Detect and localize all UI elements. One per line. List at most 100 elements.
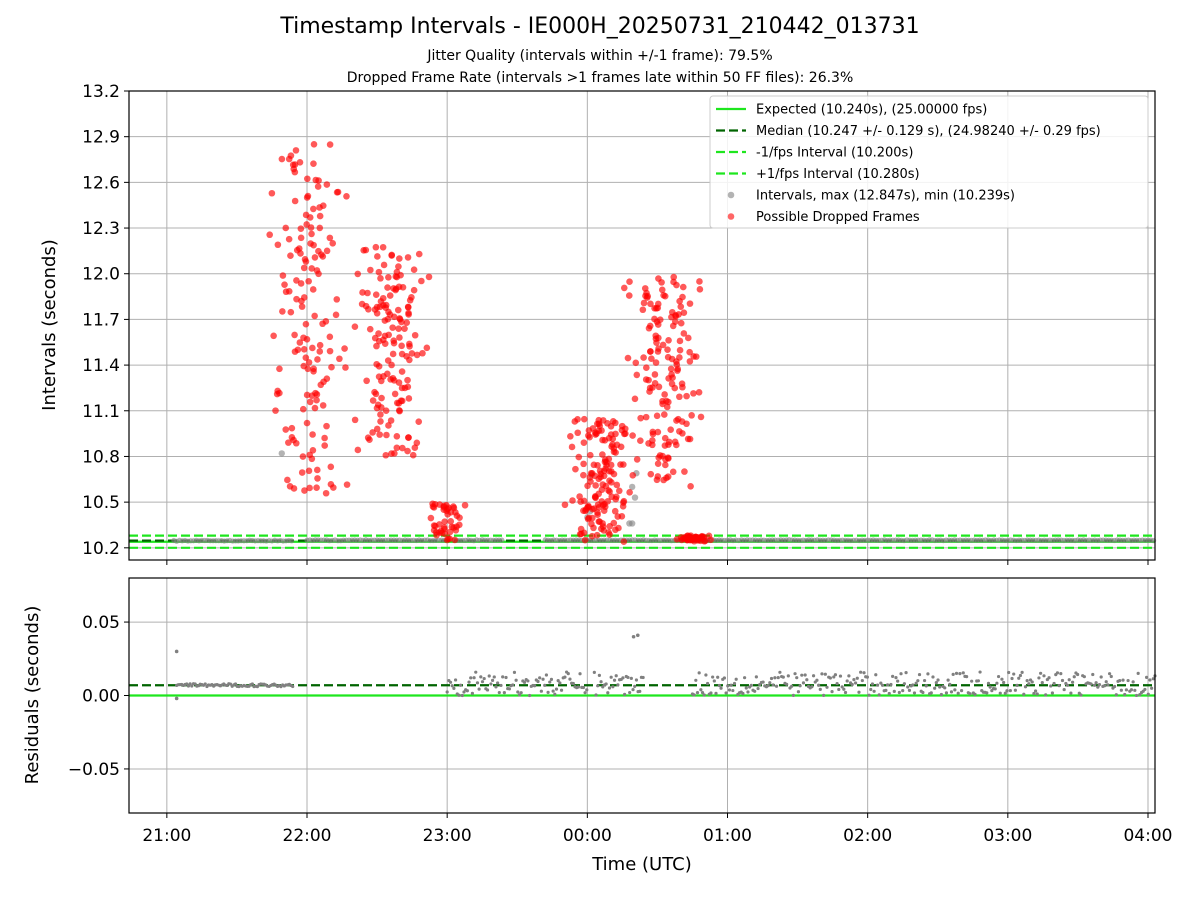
dropped-frame-point bbox=[274, 387, 281, 395]
residual-point bbox=[922, 678, 927, 683]
dropped-frame-point bbox=[293, 246, 301, 254]
residual-point bbox=[546, 690, 550, 694]
dropped-frame-point bbox=[387, 417, 395, 424]
interval-point bbox=[628, 483, 636, 491]
residual-point bbox=[847, 674, 851, 678]
dropped-frame-point bbox=[649, 441, 656, 449]
residual-point bbox=[872, 689, 876, 693]
dropped-frame-point bbox=[419, 349, 426, 357]
residual-point bbox=[626, 675, 630, 680]
dropped-frame-point bbox=[415, 250, 423, 258]
residual-point bbox=[959, 689, 964, 693]
residual-point bbox=[793, 672, 797, 676]
interval-point bbox=[278, 450, 285, 457]
residual-point bbox=[494, 685, 498, 689]
legend-entry-label: -1/fps Interval (10.200s) bbox=[756, 146, 913, 161]
dropped-frame-point bbox=[333, 296, 341, 303]
dropped-frame-point bbox=[661, 434, 669, 442]
residual-point bbox=[1059, 672, 1063, 676]
dropped-frame-point bbox=[688, 412, 695, 419]
dropped-frame-point bbox=[296, 159, 304, 166]
dropped-frame-point bbox=[654, 460, 662, 467]
dropped-frame-point bbox=[342, 364, 349, 371]
dropped-frame-point bbox=[574, 416, 581, 423]
residual-point bbox=[583, 691, 587, 695]
residual-point bbox=[1002, 680, 1006, 685]
dropped-frame-point bbox=[369, 429, 376, 436]
dropped-frame-point bbox=[358, 300, 366, 308]
residual-point bbox=[781, 675, 785, 679]
residual-point bbox=[452, 686, 456, 690]
dropped-frame-point bbox=[285, 155, 293, 163]
residual-point bbox=[716, 675, 720, 679]
residual-point bbox=[507, 687, 512, 691]
residual-point bbox=[1040, 680, 1044, 685]
residual-point bbox=[958, 672, 962, 676]
residual-point bbox=[1119, 688, 1123, 692]
residual-point bbox=[769, 676, 774, 681]
residual-point bbox=[1126, 678, 1130, 683]
residual-point bbox=[445, 690, 449, 694]
residual-point bbox=[892, 689, 896, 693]
residual-point bbox=[614, 674, 618, 678]
residual-point bbox=[1018, 673, 1023, 678]
residual-point bbox=[869, 687, 873, 692]
residual-point bbox=[906, 685, 910, 689]
dropped-frame-point bbox=[373, 360, 380, 368]
dropped-frame-point bbox=[592, 482, 599, 489]
residual-point bbox=[1005, 689, 1009, 693]
residual-point bbox=[548, 680, 552, 684]
residual-point bbox=[489, 682, 493, 686]
residual-point bbox=[1150, 686, 1154, 690]
dropped-frame-point bbox=[461, 501, 469, 509]
dropped-frame-point bbox=[299, 453, 307, 460]
dropped-frame-point bbox=[405, 434, 412, 441]
interval-point bbox=[631, 494, 639, 501]
residual-point bbox=[695, 691, 700, 695]
dropped-frame-point bbox=[686, 300, 694, 307]
dropped-frame-point bbox=[390, 337, 398, 344]
residual-point bbox=[1109, 674, 1113, 679]
dropped-frame-point bbox=[393, 444, 401, 452]
residual-point bbox=[585, 688, 589, 692]
dropped-frame-point bbox=[673, 441, 680, 449]
residual-point bbox=[1106, 683, 1110, 687]
residual-point bbox=[1136, 671, 1140, 675]
residual-point bbox=[978, 670, 982, 674]
residual-point bbox=[1107, 672, 1112, 676]
residual-point bbox=[448, 680, 453, 684]
residual-point bbox=[845, 679, 849, 683]
bottom-y-axis-label: Residuals (seconds) bbox=[22, 606, 43, 785]
residual-point bbox=[825, 685, 829, 689]
dropped-frame-point bbox=[398, 342, 405, 350]
residual-point bbox=[1060, 678, 1065, 683]
dropped-frame-point bbox=[323, 181, 331, 188]
dropped-frame-point bbox=[626, 489, 633, 496]
residual-point bbox=[554, 687, 559, 691]
residual-point bbox=[988, 685, 992, 689]
dropped-frame-point bbox=[374, 253, 381, 260]
dropped-frame-point bbox=[398, 397, 406, 405]
residual-point bbox=[638, 689, 642, 694]
dropped-frame-point bbox=[624, 354, 632, 362]
dropped-frame-point bbox=[323, 375, 331, 382]
residual-point bbox=[719, 686, 723, 690]
residual-point bbox=[623, 692, 627, 696]
residual-point bbox=[1012, 672, 1016, 676]
dropped-frame-point bbox=[447, 518, 455, 525]
dropped-frame-point bbox=[415, 418, 423, 425]
dropped-frame-point bbox=[286, 482, 294, 490]
dropped-frame-point bbox=[354, 446, 362, 454]
residual-point bbox=[939, 692, 943, 697]
residual-point bbox=[889, 682, 893, 687]
residual-point bbox=[785, 682, 789, 686]
dropped-frame-point bbox=[326, 141, 334, 148]
residual-point bbox=[761, 680, 765, 684]
dropped-frame-point bbox=[695, 388, 703, 396]
residual-point bbox=[553, 692, 557, 696]
residual-point bbox=[830, 690, 834, 694]
residual-point bbox=[549, 677, 554, 681]
dropped-frame-point bbox=[653, 412, 661, 420]
residual-point bbox=[1069, 691, 1073, 695]
residual-point bbox=[1039, 671, 1043, 675]
